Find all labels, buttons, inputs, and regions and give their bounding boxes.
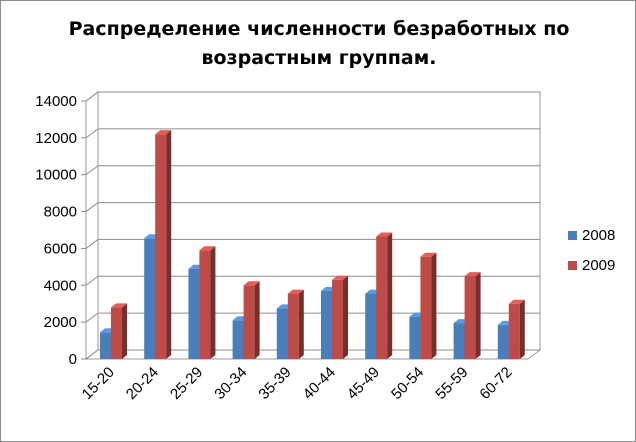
bar-side — [210, 246, 216, 359]
bar-top — [199, 246, 216, 251]
bar-2009-55-59 — [464, 272, 481, 359]
legend-label-2009: 2009 — [582, 257, 615, 274]
y-tick-label: 4000 — [44, 277, 77, 294]
bar-2009-60-72 — [508, 299, 525, 359]
bar-front — [111, 307, 122, 359]
y-tick-label: 10000 — [35, 167, 77, 184]
x-tick-label: 25-29 — [167, 364, 206, 403]
y-tick-label: 14000 — [35, 93, 77, 110]
bar-2009-20-24 — [155, 130, 172, 359]
gridline-side — [85, 239, 99, 249]
bar-side — [166, 130, 172, 359]
bar-front — [332, 279, 343, 359]
gridline-side — [85, 91, 99, 102]
bar-2009-30-34 — [243, 281, 260, 359]
x-tick-label: 35-39 — [255, 364, 294, 403]
legend-swatch-2008 — [568, 231, 577, 240]
x-tick-label: 45-49 — [344, 364, 383, 403]
bar-side — [387, 232, 393, 359]
y-tick-label: 12000 — [35, 130, 77, 147]
bar-side — [431, 252, 437, 359]
bar-2009-50-54 — [420, 252, 437, 359]
y-tick-label: 8000 — [44, 204, 77, 221]
bar-top — [420, 252, 437, 257]
bar-front — [243, 285, 255, 359]
y-tick-label: 2000 — [44, 314, 77, 331]
bar-front — [188, 268, 200, 359]
y-tick-label: 0 — [69, 351, 77, 368]
bar-front — [508, 303, 520, 359]
bar-side — [519, 299, 525, 359]
bar-front — [287, 293, 299, 359]
x-tick-label: 30-34 — [211, 364, 250, 403]
x-tick-label: 55-59 — [432, 364, 471, 403]
bar-top — [287, 289, 304, 294]
bar-side — [343, 275, 348, 359]
x-tick-label: 50-54 — [388, 364, 427, 403]
bar-top — [332, 275, 348, 280]
gridline-side — [85, 202, 99, 212]
bar-side — [475, 272, 481, 359]
legend-swatch-2009 — [568, 261, 577, 270]
side-wall — [85, 91, 99, 360]
bar-front — [365, 293, 377, 359]
bar-side — [254, 281, 260, 359]
bar-top — [464, 272, 481, 277]
bar-side — [298, 289, 304, 359]
gridline-side — [85, 312, 99, 323]
bar-2009-40-44 — [332, 275, 348, 359]
bar-2009-35-39 — [287, 289, 304, 359]
bar-front — [276, 308, 288, 359]
x-tick-label: 60-72 — [476, 364, 515, 403]
bar-2009-15-20 — [111, 303, 127, 359]
bar-front — [321, 290, 332, 359]
bar-2009-25-29 — [199, 246, 216, 359]
bar-top — [111, 303, 127, 308]
x-tick-label: 40-44 — [300, 364, 339, 403]
bar-side — [122, 303, 127, 359]
x-tick-label: 15-20 — [79, 364, 118, 403]
x-tick-label: 20-24 — [123, 364, 162, 403]
bar-top — [243, 281, 260, 286]
bar-front — [409, 316, 421, 359]
bar-front — [155, 134, 167, 359]
gridline-side — [85, 128, 99, 139]
bar-front — [144, 238, 156, 359]
bar-front — [420, 256, 432, 359]
chart-title: Распределение численности безработных по… — [41, 15, 597, 73]
bar-front — [453, 323, 465, 359]
bar-front — [376, 236, 388, 359]
gridline-side — [85, 275, 99, 286]
bar-top — [508, 299, 525, 304]
bar-front — [199, 250, 211, 359]
bar-front — [232, 320, 244, 359]
y-tick-label: 6000 — [44, 240, 77, 257]
legend-label-2008: 2008 — [582, 227, 615, 244]
bar-front — [497, 324, 509, 359]
bar-2009-45-49 — [376, 232, 393, 359]
bar-front — [464, 276, 476, 359]
chart-title-line-2: возрастным группам. — [201, 47, 437, 69]
bar-top — [376, 232, 393, 237]
bar-top — [155, 130, 172, 135]
bar-front — [100, 332, 111, 359]
gridline-side — [85, 349, 99, 360]
gridline-side — [85, 165, 99, 176]
chart-title-line-1: Распределение численности безработных по — [68, 18, 570, 40]
